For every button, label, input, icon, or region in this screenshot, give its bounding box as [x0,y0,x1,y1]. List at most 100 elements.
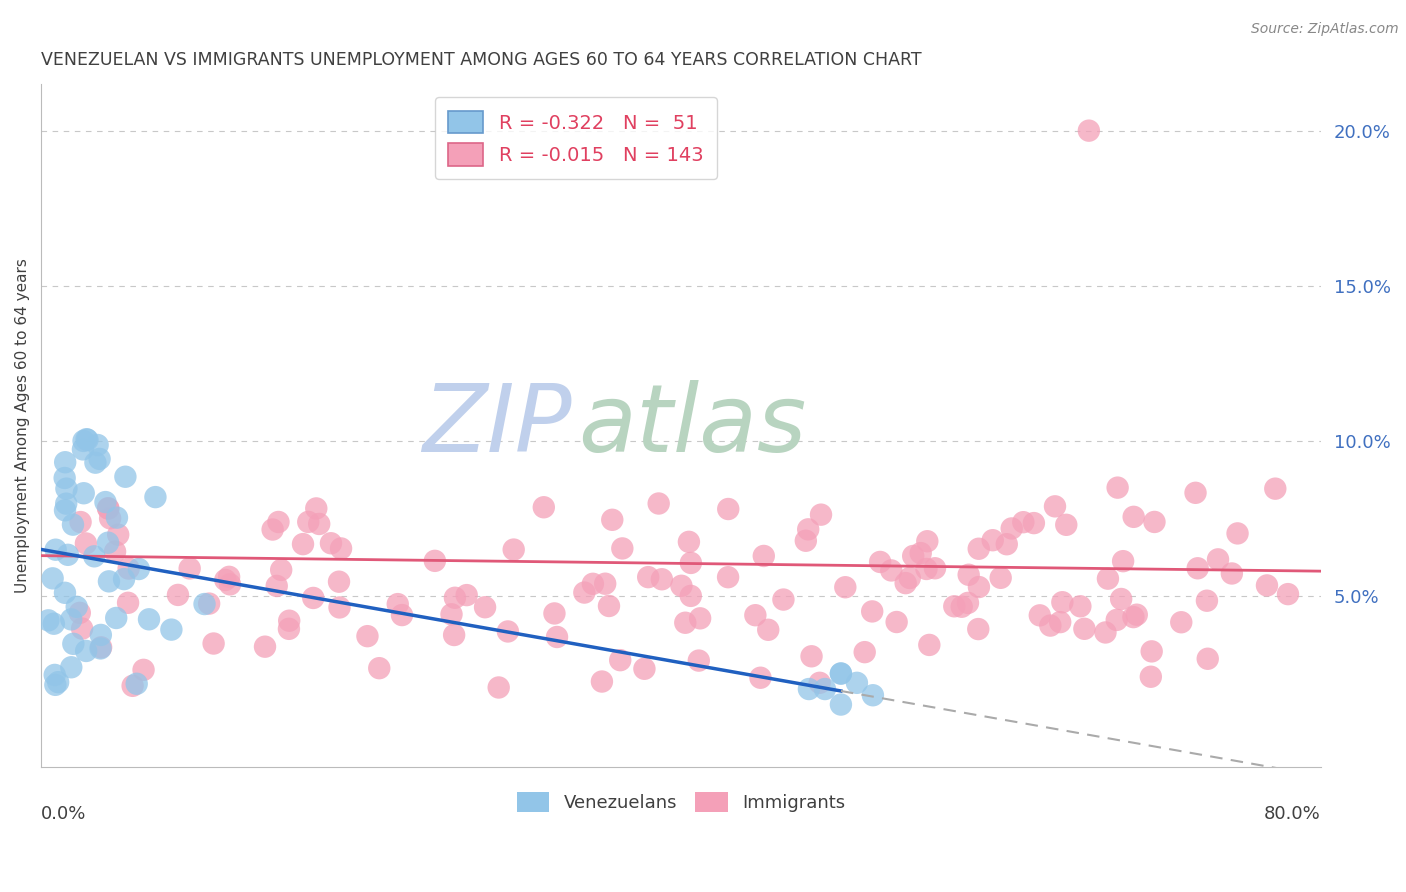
Point [37,613,59,627]
Point [368,661,391,675]
Point [253,640,276,654]
Point [1122,509,1144,524]
Point [671,579,693,593]
Point [330,541,353,556]
Point [292,537,315,551]
Point [53,471,76,485]
Point [83,549,105,564]
Point [1126,607,1149,622]
Point [612,541,634,556]
Point [688,654,710,668]
Point [62,637,84,651]
Point [328,600,350,615]
Point [574,585,596,599]
Point [862,688,884,702]
Point [880,564,903,578]
Point [76,433,98,447]
Point [218,570,240,584]
Point [44,678,66,692]
Point [853,645,876,659]
Point [105,611,128,625]
Point [1140,644,1163,658]
Point [66,599,89,614]
Point [444,591,467,605]
Point [41,571,63,585]
Point [673,615,696,630]
Point [262,523,284,537]
Point [633,662,655,676]
Point [179,561,201,575]
Point [267,515,290,529]
Point [53,455,76,469]
Point [97,535,120,549]
Point [1049,615,1071,629]
Point [69,606,91,620]
Point [202,636,225,650]
Text: atlas: atlas [579,380,807,471]
Point [898,571,921,585]
Point [1187,561,1209,575]
Point [1220,566,1243,581]
Point [84,456,107,470]
Point [443,628,465,642]
Point [1054,517,1077,532]
Point [128,562,150,576]
Point [1107,481,1129,495]
Text: 80.0%: 80.0% [1264,805,1320,823]
Point [533,500,555,515]
Point [1109,592,1132,607]
Point [918,638,941,652]
Point [302,591,325,605]
Point [328,574,350,589]
Point [830,666,852,681]
Point [1039,618,1062,632]
Point [1195,593,1218,607]
Point [543,607,565,621]
Point [73,486,96,500]
Point [69,515,91,529]
Point [387,597,409,611]
Point [1052,595,1074,609]
Point [145,490,167,504]
Point [956,596,979,610]
Point [637,570,659,584]
Point [53,503,76,517]
Point [1206,552,1229,566]
Point [89,451,111,466]
Point [117,561,139,575]
Point [1043,500,1066,514]
Point [214,573,236,587]
Point [1022,516,1045,530]
Point [56,548,79,562]
Point [60,612,83,626]
Point [45,542,67,557]
Point [990,571,1012,585]
Point [167,588,190,602]
Text: 0.0%: 0.0% [41,805,87,823]
Point [903,549,925,563]
Point [55,497,77,511]
Point [1170,615,1192,630]
Point [112,572,135,586]
Point [1226,526,1249,541]
Point [97,501,120,516]
Point [869,555,891,569]
Point [967,580,990,594]
Point [845,676,868,690]
Point [967,622,990,636]
Point [915,562,938,576]
Point [305,501,328,516]
Point [76,432,98,446]
Point [75,644,97,658]
Point [749,671,772,685]
Point [488,681,510,695]
Point [98,511,121,525]
Point [121,679,143,693]
Point [546,630,568,644]
Point [582,576,605,591]
Point [72,434,94,448]
Point [600,513,623,527]
Point [72,442,94,457]
Text: VENEZUELAN VS IMMIGRANTS UNEMPLOYMENT AMONG AGES 60 TO 64 YEARS CORRELATION CHAR: VENEZUELAN VS IMMIGRANTS UNEMPLOYMENT AM… [41,51,922,69]
Point [967,541,990,556]
